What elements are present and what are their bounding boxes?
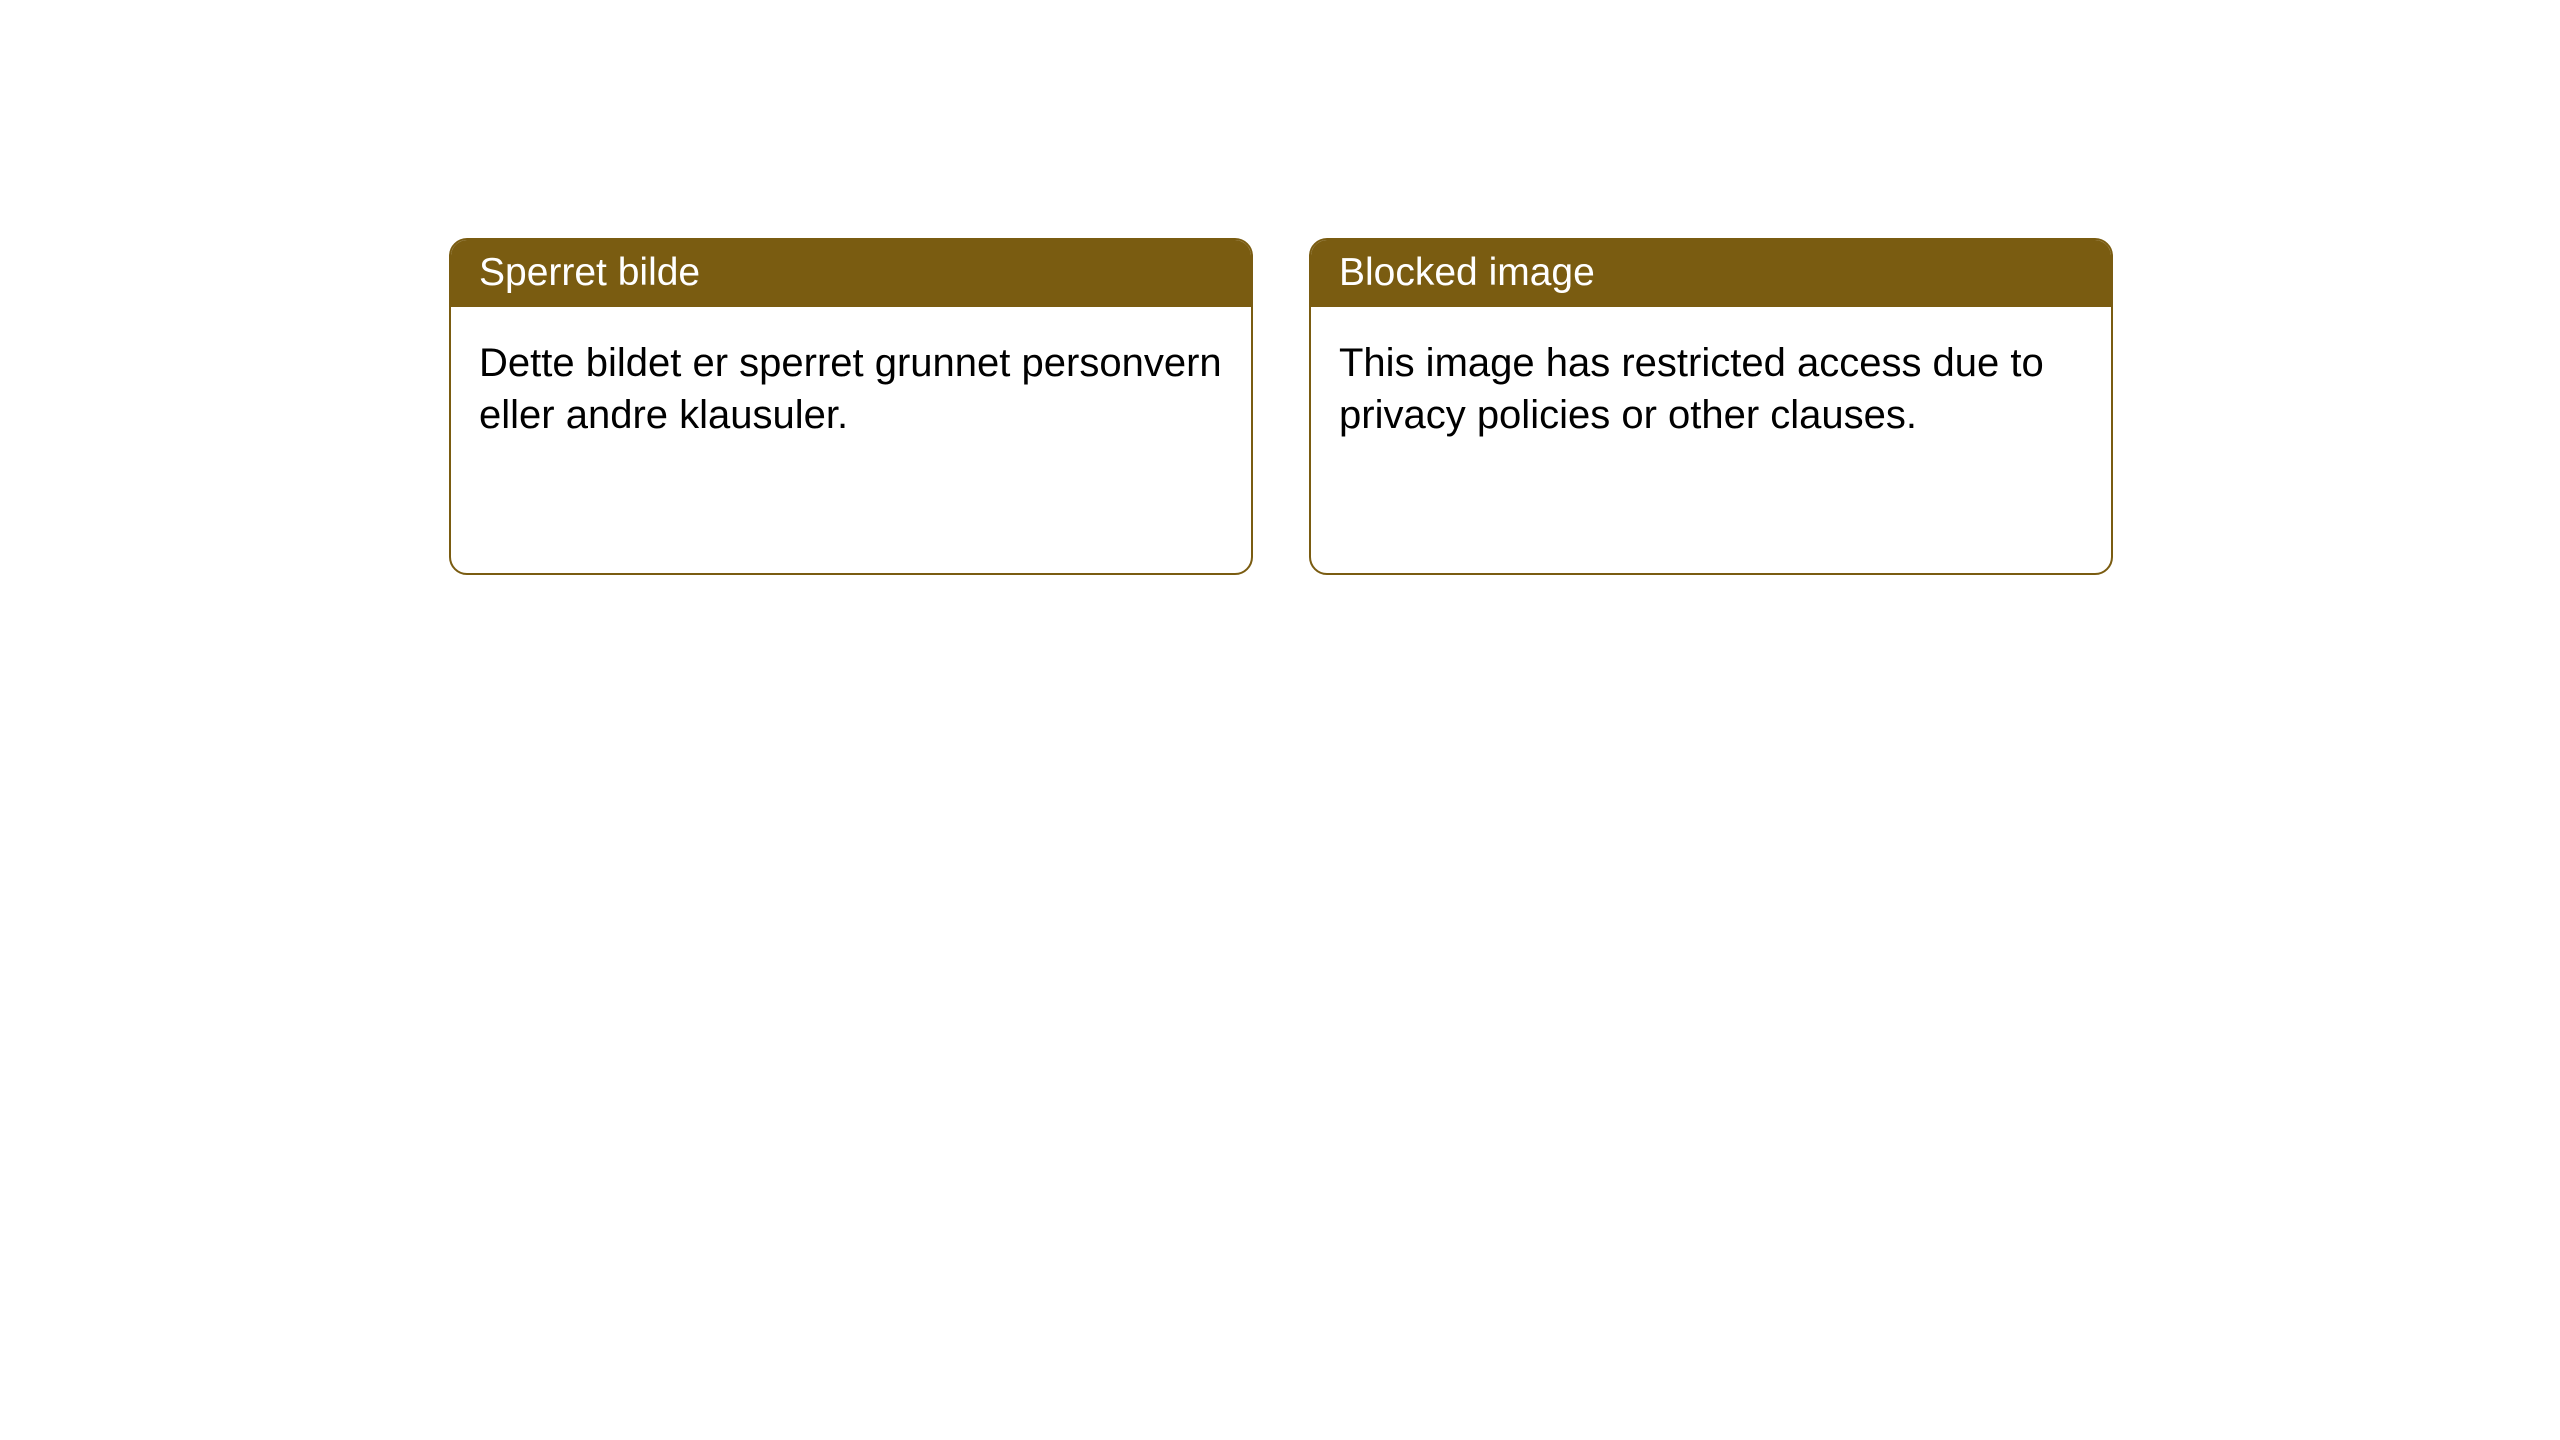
notice-header: Sperret bilde [451, 240, 1251, 307]
notice-card-english: Blocked image This image has restricted … [1309, 238, 2113, 575]
notice-text: Dette bildet er sperret grunnet personve… [479, 341, 1222, 437]
notice-title: Blocked image [1339, 251, 1595, 294]
notice-text: This image has restricted access due to … [1339, 341, 2044, 437]
notices-container: Sperret bilde Dette bildet er sperret gr… [449, 238, 2113, 575]
notice-title: Sperret bilde [479, 251, 700, 294]
notice-body: Dette bildet er sperret grunnet personve… [451, 307, 1251, 471]
notice-body: This image has restricted access due to … [1311, 307, 2111, 471]
notice-card-norwegian: Sperret bilde Dette bildet er sperret gr… [449, 238, 1253, 575]
notice-header: Blocked image [1311, 240, 2111, 307]
